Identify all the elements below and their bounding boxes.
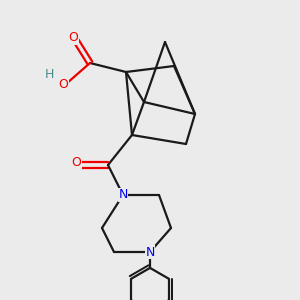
Text: N: N (118, 188, 128, 202)
Text: O: O (58, 77, 68, 91)
Text: O: O (72, 155, 81, 169)
Text: N: N (145, 245, 155, 259)
Text: H: H (45, 68, 54, 82)
Text: O: O (69, 31, 78, 44)
